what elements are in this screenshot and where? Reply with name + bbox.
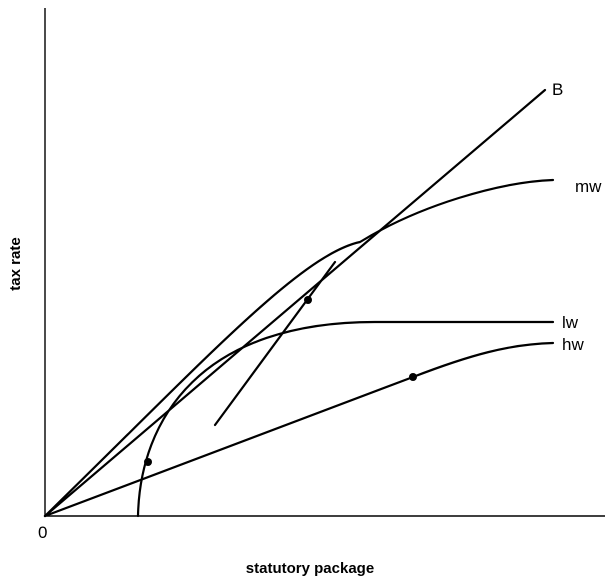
label-mw: mw — [575, 177, 602, 196]
curve-mw — [43, 178, 555, 518]
x-axis-title: statutory package — [246, 560, 374, 577]
curve-b — [43, 88, 547, 518]
label-lw: lw — [562, 313, 579, 332]
point-mw-crossing — [304, 296, 312, 304]
curve-hw — [43, 341, 555, 518]
curve-lw — [136, 320, 555, 518]
point-hw — [409, 373, 417, 381]
label-hw: hw — [562, 335, 584, 354]
origin-label: 0 — [38, 523, 47, 542]
y-axis-title: tax rate — [7, 237, 24, 290]
point-lw-hw — [144, 458, 152, 466]
label-b: B — [552, 80, 563, 99]
crossing-line — [213, 260, 337, 427]
